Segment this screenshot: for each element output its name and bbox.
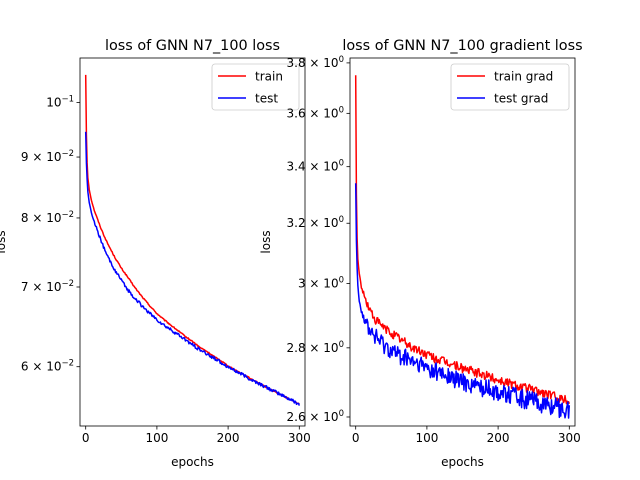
- plot-area: [354, 75, 571, 419]
- y-tick-label: 7 × 10−2: [21, 279, 74, 294]
- x-axis-label: epochs: [171, 455, 214, 469]
- y-tick-label: 2.6 × 100: [287, 409, 344, 424]
- x-tick-label: 200: [217, 431, 240, 445]
- legend-label: test: [255, 92, 278, 106]
- y-tick-label: 2.8 × 100: [287, 340, 344, 355]
- chart-title: loss of GNN N7_100 gradient loss: [342, 38, 582, 54]
- x-tick-label: 100: [415, 431, 438, 445]
- series-line-train: [84, 74, 300, 405]
- legend-label: train: [255, 70, 283, 84]
- series-line-train-grad: [354, 75, 571, 405]
- plot-area: [84, 74, 301, 406]
- y-axis-label: loss: [259, 230, 273, 253]
- legend-label: train grad: [494, 70, 553, 84]
- y-axis-label: loss: [0, 230, 8, 253]
- x-tick-label: 0: [82, 431, 90, 445]
- gradient-loss-chart: 0 100 200 300 2.6 × 100 2.8 × 100 3 × 100 3.2 ×…: [259, 38, 583, 469]
- chart-title: loss of GNN N7_100 loss: [105, 38, 280, 54]
- y-tick-label: 6 × 10−2: [21, 359, 74, 374]
- x-tick-label: 300: [288, 431, 311, 445]
- axes-frame: [349, 57, 576, 427]
- series-line-test: [84, 131, 301, 406]
- y-tick-label: 8 × 10−2: [21, 210, 74, 225]
- x-tick-label: 200: [487, 431, 510, 445]
- y-tick-label: 3.6 × 100: [287, 105, 344, 120]
- legend-label: test grad: [494, 92, 548, 106]
- y-tick-label: 9 × 10−2: [21, 149, 74, 164]
- x-tick-label: 100: [145, 431, 168, 445]
- y-tick-label: 3 × 100: [298, 275, 344, 290]
- x-tick-label: 0: [352, 431, 360, 445]
- series-line-test-grad: [354, 183, 571, 419]
- legend: train grad test grad: [450, 63, 570, 111]
- axes-frame: [79, 57, 306, 427]
- y-tick-label: 3.8 × 100: [287, 55, 344, 70]
- x-axis-label: epochs: [441, 455, 484, 469]
- legend: train test: [211, 63, 300, 111]
- loss-chart: 0 100 200 300 6 × 10−2 7 × 10−2 8 × 10−2 9 × 10…: [0, 38, 311, 469]
- y-tick-label: 3.2 × 100: [287, 215, 344, 230]
- y-tick-label: 3.4 × 100: [287, 159, 344, 174]
- y-tick-label: 10−1: [46, 95, 74, 110]
- x-tick-label: 300: [558, 431, 581, 445]
